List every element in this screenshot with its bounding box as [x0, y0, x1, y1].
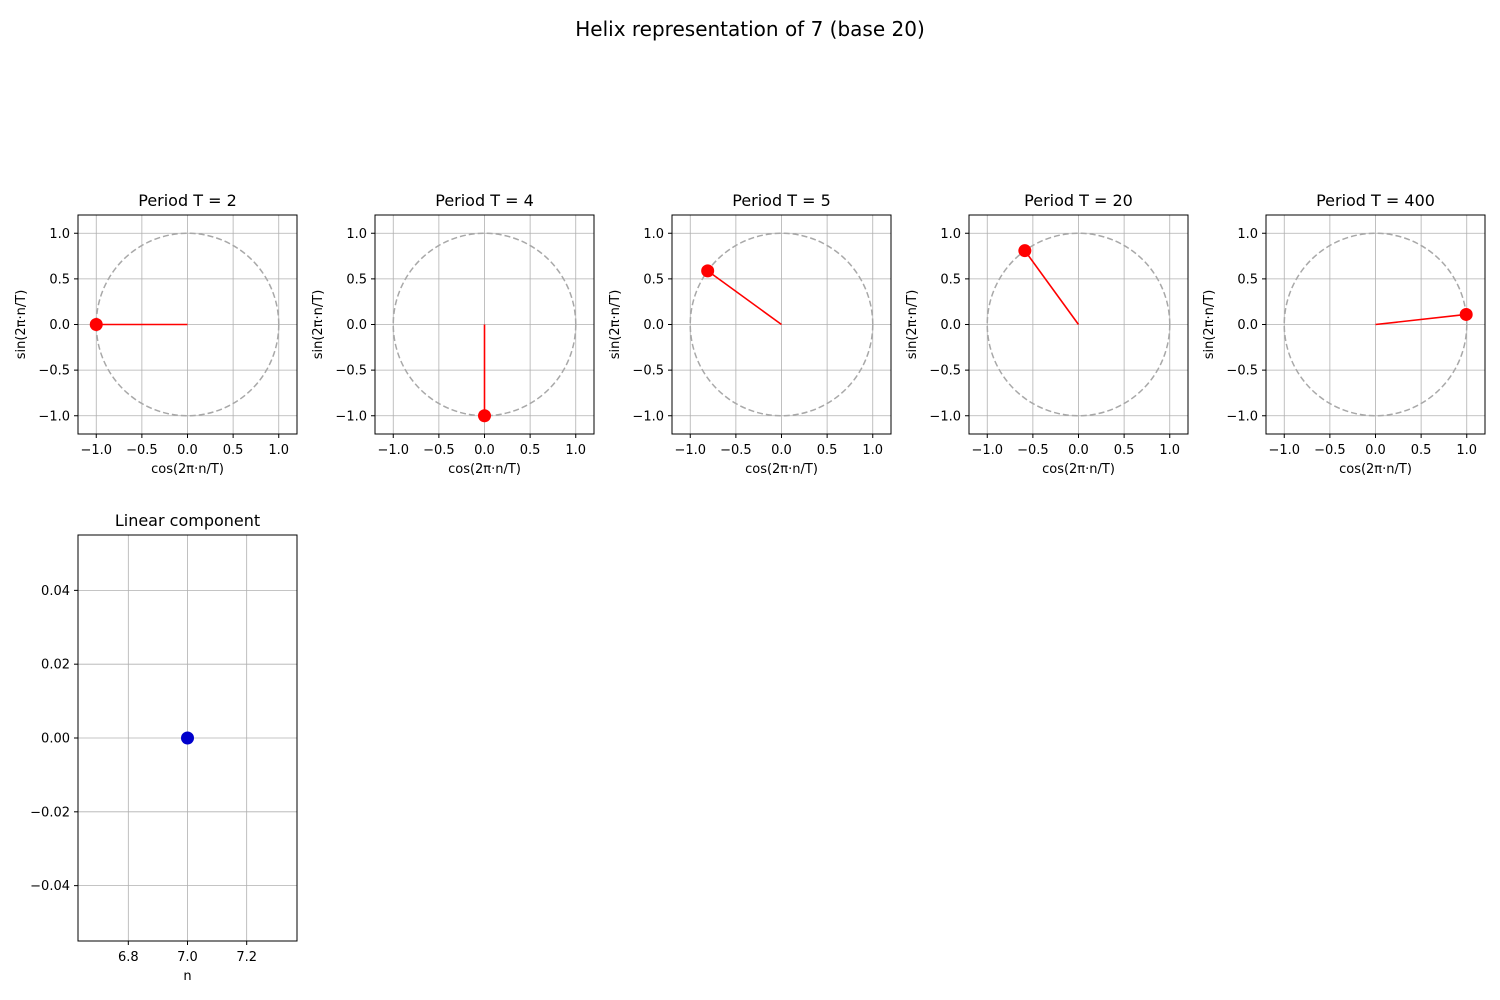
y-tick-label: −1.0 [632, 409, 664, 424]
x-tick-label: 0.0 [177, 443, 198, 458]
y-axis-label: sin(2π·n/T) [905, 290, 920, 360]
x-axis-label: cos(2π·n/T) [1042, 462, 1115, 477]
y-tick-label: −1.0 [1226, 409, 1258, 424]
unit-circle [986, 232, 1171, 417]
x-tick-label: 1.0 [1456, 443, 1477, 458]
y-tick-label: 0.00 [41, 732, 70, 747]
x-axis-label: cos(2π·n/T) [151, 462, 224, 477]
y-tick-label: 0.5 [49, 272, 70, 287]
y-tick-label: 0.5 [643, 272, 664, 287]
subplot-5: −1.0 −0.5 0.0 0.5 1.0 −1.0 −0.5 0.0 0.5 1.0 Period… [1202, 191, 1486, 477]
x-tick-label: −0.5 [126, 443, 158, 458]
x-axis-label: n [183, 969, 191, 984]
x-tick-label: 0.0 [474, 443, 495, 458]
subplot-2: −1.0 −0.5 0.0 0.5 1.0 −1.0 −0.5 0.0 0.5 1.0 Period… [311, 191, 595, 477]
y-tick-label: 0.0 [940, 318, 961, 333]
unit-circle [95, 232, 280, 417]
radius-line [707, 270, 782, 326]
x-tick-label: −0.5 [1314, 443, 1346, 458]
y-tick-label: 0.5 [940, 272, 961, 287]
radius-line [1024, 250, 1080, 325]
x-tick-label: −1.0 [971, 443, 1003, 458]
y-tick-label: −0.02 [30, 805, 70, 820]
y-tick-label: 0.02 [41, 658, 70, 673]
x-tick-label: 0.0 [771, 443, 792, 458]
unit-circle [1283, 232, 1468, 417]
x-tick-label: −1.0 [674, 443, 706, 458]
y-tick-label: −0.5 [1226, 364, 1258, 379]
y-tick-label: 0.0 [346, 318, 367, 333]
x-axis-label: cos(2π·n/T) [745, 462, 818, 477]
subplot-6: 6.8 7.0 7.2 −0.04 −0.02 0.00 0.02 0.04 Linear co… [30, 511, 298, 984]
data-point [181, 731, 194, 745]
x-tick-label: 7.2 [236, 950, 257, 965]
y-tick-label: −0.5 [335, 364, 367, 379]
y-tick-label: −0.04 [30, 879, 70, 894]
subplot-3: −1.0 −0.5 0.0 0.5 1.0 −1.0 −0.5 0.0 0.5 1.0 Period… [608, 191, 892, 477]
x-axis-label: cos(2π·n/T) [1339, 462, 1412, 477]
y-tick-label: −1.0 [929, 409, 961, 424]
subplot-title: Linear component [115, 511, 260, 530]
subplot-title: Period T = 20 [1024, 191, 1133, 210]
y-tick-label: −1.0 [38, 409, 70, 424]
x-tick-label: 6.8 [118, 950, 139, 965]
x-tick-label: 0.5 [1114, 443, 1135, 458]
x-tick-label: −0.5 [720, 443, 752, 458]
subplot-1: −1.0 −0.5 0.0 0.5 1.0 −1.0 −0.5 0.0 0.5 1.0 Period… [14, 191, 298, 477]
subplot-title: Period T = 4 [435, 191, 534, 210]
x-tick-label: −0.5 [423, 443, 455, 458]
y-axis-label: sin(2π·n/T) [14, 290, 29, 360]
unit-circle [689, 232, 874, 417]
y-tick-label: −0.5 [929, 364, 961, 379]
y-tick-label: 1.0 [643, 227, 664, 242]
x-tick-label: 0.0 [1068, 443, 1089, 458]
x-tick-label: −1.0 [80, 443, 112, 458]
x-tick-label: 0.5 [817, 443, 838, 458]
y-axis-label: sin(2π·n/T) [608, 290, 623, 360]
x-tick-label: 0.5 [520, 443, 541, 458]
y-axis-label: sin(2π·n/T) [1202, 290, 1217, 360]
y-tick-label: 0.0 [643, 318, 664, 333]
subplot-4: −1.0 −0.5 0.0 0.5 1.0 −1.0 −0.5 0.0 0.5 1.0 Period… [905, 191, 1189, 477]
x-axis-label: cos(2π·n/T) [448, 462, 521, 477]
subplot-title: Period T = 5 [732, 191, 831, 210]
x-tick-label: 1.0 [862, 443, 883, 458]
y-tick-label: 1.0 [346, 227, 367, 242]
y-tick-label: 0.04 [41, 584, 70, 599]
x-tick-label: 0.0 [1365, 443, 1386, 458]
figure-title: Helix representation of 7 (base 20) [575, 17, 925, 41]
unit-circle [392, 232, 577, 417]
data-point [1459, 307, 1473, 321]
y-tick-label: −0.5 [632, 364, 664, 379]
x-tick-label: −1.0 [377, 443, 409, 458]
y-tick-label: 1.0 [1237, 227, 1258, 242]
y-tick-label: −1.0 [335, 409, 367, 424]
x-tick-label: 0.5 [223, 443, 244, 458]
y-tick-label: 0.5 [1237, 272, 1258, 287]
subplot-title: Period T = 2 [138, 191, 237, 210]
y-tick-label: 0.0 [1237, 318, 1258, 333]
data-point [1018, 244, 1032, 258]
x-tick-label: −0.5 [1017, 443, 1049, 458]
x-tick-label: 7.0 [177, 950, 198, 965]
x-tick-label: −1.0 [1268, 443, 1300, 458]
y-tick-label: 0.5 [346, 272, 367, 287]
x-tick-label: 1.0 [1159, 443, 1180, 458]
data-point [701, 264, 715, 278]
y-tick-label: 1.0 [49, 227, 70, 242]
y-tick-label: 1.0 [940, 227, 961, 242]
y-tick-label: −0.5 [38, 364, 70, 379]
y-tick-label: 0.0 [49, 318, 70, 333]
x-tick-label: 1.0 [268, 443, 289, 458]
x-tick-label: 1.0 [565, 443, 586, 458]
y-axis-label: sin(2π·n/T) [311, 290, 326, 360]
x-tick-label: 0.5 [1411, 443, 1432, 458]
radius-line [1375, 313, 1467, 326]
data-point [478, 409, 491, 423]
data-point [89, 318, 103, 331]
subplot-title: Period T = 400 [1316, 191, 1435, 210]
